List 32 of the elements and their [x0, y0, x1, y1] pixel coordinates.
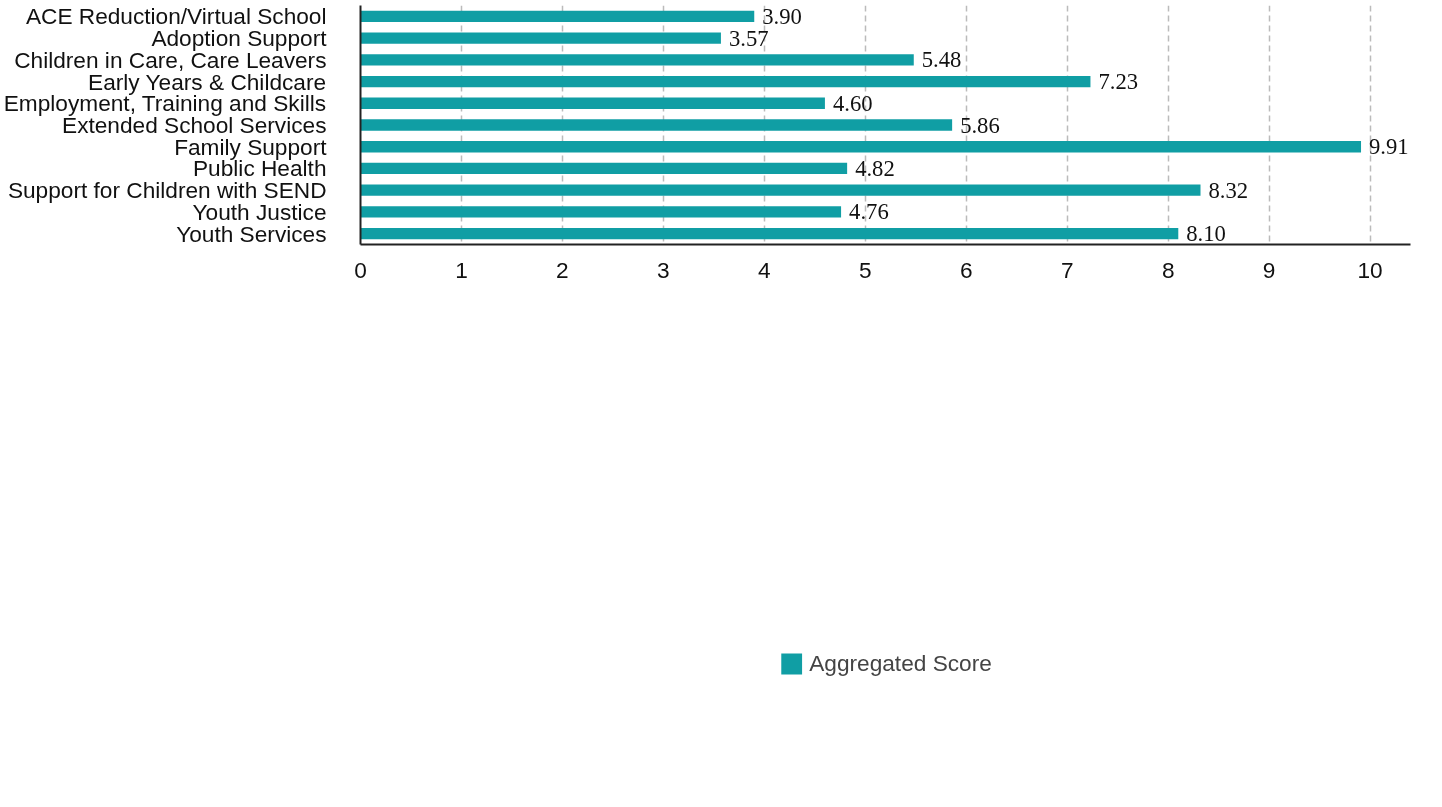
- x-tick-label: 2: [556, 256, 569, 283]
- x-tick-label: 10: [1357, 256, 1383, 283]
- x-tick-label: 1: [455, 256, 468, 283]
- x-tick-label: 7: [1060, 256, 1074, 283]
- data-label: 5.86: [960, 112, 1000, 138]
- bar: [360, 206, 842, 218]
- bar: [360, 75, 1091, 88]
- data-label: 4.60: [832, 90, 873, 116]
- x-tick-label: 8: [1161, 256, 1175, 283]
- bar: [360, 119, 953, 131]
- x-tick-label: 9: [1262, 256, 1276, 283]
- x-tick-label: 4: [758, 256, 771, 283]
- bar: [360, 184, 1201, 196]
- bar: [360, 97, 825, 109]
- data-label: 4.82: [855, 155, 895, 181]
- x-tick-label: 0: [354, 256, 367, 283]
- data-label: 4.76: [849, 199, 889, 225]
- data-label: 8.10: [1186, 221, 1226, 247]
- bar: [360, 54, 914, 66]
- x-tick-label: 3: [657, 256, 670, 283]
- bar: [360, 141, 1362, 153]
- x-tick-label: 6: [959, 256, 973, 283]
- bar: [360, 162, 848, 175]
- data-label: 9.91: [1369, 134, 1409, 160]
- bar: [360, 227, 1179, 240]
- bar: [360, 32, 721, 44]
- x-tick-label: 5: [859, 256, 872, 283]
- data-label: 5.48: [921, 47, 962, 73]
- data-label: 7.23: [1098, 69, 1139, 95]
- data-label: 8.32: [1208, 177, 1249, 203]
- bar: [360, 10, 755, 23]
- legend-label: Aggregated Score: [809, 649, 992, 677]
